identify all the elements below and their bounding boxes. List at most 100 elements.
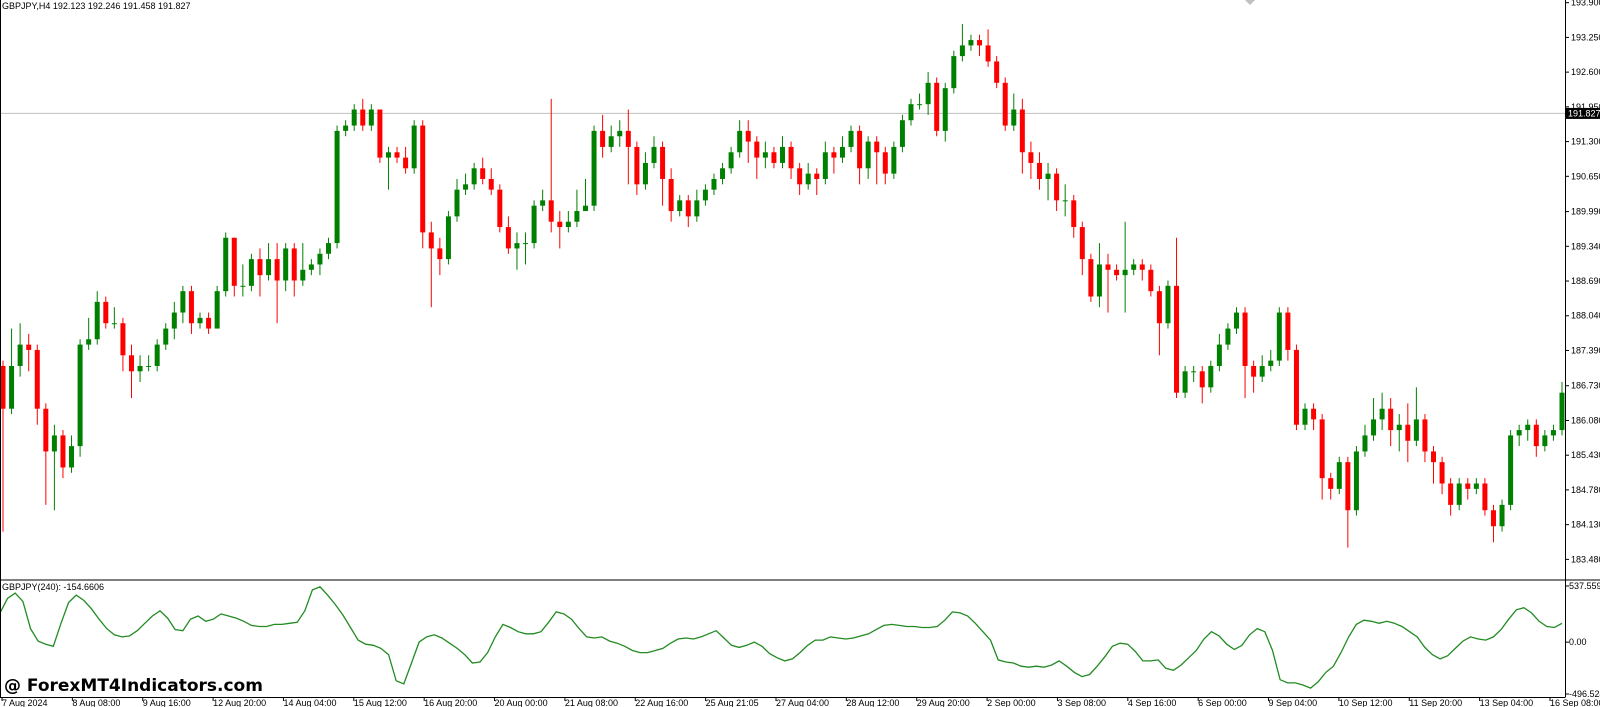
candle-body — [43, 408, 49, 452]
candle — [171, 301, 177, 340]
candle — [1379, 392, 1385, 431]
candle — [574, 189, 580, 228]
candle — [385, 146, 391, 190]
candle — [51, 424, 57, 511]
candle-body — [326, 243, 332, 254]
price-tick-label: 184.780 — [1571, 485, 1600, 495]
candle — [77, 339, 83, 457]
candle-body — [865, 141, 871, 169]
candle — [1285, 307, 1291, 361]
candle — [480, 157, 486, 185]
time-axis: 7 Aug 2024 8 Aug 08:00 9 Aug 16:00 12 Aug 2… — [1, 697, 1600, 707]
price-tick-label: 187.390 — [1571, 345, 1600, 355]
candle — [34, 344, 40, 425]
candle-body — [274, 259, 280, 281]
candle-body — [1516, 430, 1522, 436]
candle-body — [1139, 264, 1145, 270]
candle — [1071, 195, 1077, 238]
candle-body — [1165, 285, 1171, 324]
candle — [1122, 221, 1128, 313]
candle — [745, 120, 751, 163]
candle-body — [488, 178, 494, 190]
candle — [959, 24, 965, 62]
candle-body — [437, 248, 443, 260]
price-tick-label: 183.480 — [1571, 554, 1600, 564]
candle-body — [300, 269, 306, 281]
candle-body — [1088, 259, 1094, 297]
candle-body — [891, 146, 897, 174]
candle-body — [1388, 408, 1394, 431]
indicator-axis: 537.5599 0.00 -496.5247 — [1565, 581, 1600, 699]
price-pane[interactable] — [0, 24, 1565, 548]
price-tick-label: 192.600 — [1571, 67, 1600, 77]
candle-body — [1225, 328, 1231, 345]
candle — [831, 146, 837, 174]
candle — [822, 141, 828, 185]
candle — [454, 178, 460, 222]
candle-body — [1405, 424, 1411, 441]
candle-body — [266, 259, 272, 276]
candle-body — [1465, 483, 1471, 489]
candle — [274, 243, 280, 324]
candle — [1499, 499, 1505, 532]
candle — [505, 216, 511, 254]
candle — [188, 285, 194, 334]
price-tick-label: 186.080 — [1571, 415, 1600, 425]
candle — [154, 339, 160, 372]
candle — [1405, 403, 1411, 463]
candle-body — [1019, 109, 1025, 153]
candle — [428, 221, 434, 308]
candle-body — [1182, 371, 1188, 393]
candle — [1191, 365, 1197, 382]
candle — [368, 104, 374, 131]
candle — [531, 200, 537, 249]
candle — [0, 360, 6, 532]
candle-body — [1293, 349, 1299, 425]
time-tick-label: 16 Sep 08:00 — [1550, 698, 1600, 707]
candle — [1268, 349, 1274, 372]
candle-body — [771, 152, 777, 163]
candle-body — [69, 446, 75, 468]
candle-body — [677, 200, 683, 212]
candle-body — [454, 189, 460, 217]
candle-body — [111, 323, 117, 325]
candle-body — [34, 349, 40, 409]
candle — [1422, 414, 1428, 463]
candle-body — [1302, 408, 1308, 425]
candle — [1036, 152, 1042, 190]
candle — [334, 125, 340, 249]
candle-body — [214, 291, 220, 329]
candle-body — [1174, 285, 1180, 393]
scroll-marker-icon[interactable] — [1245, 0, 1255, 5]
candle — [1353, 446, 1359, 516]
candle — [283, 243, 289, 292]
candle-body — [728, 152, 734, 169]
indicator-pane[interactable] — [0, 586, 1563, 689]
indicator-tick-label: 0.00 — [1569, 637, 1587, 647]
price-tick-label: 184.130 — [1571, 520, 1600, 530]
candle — [514, 232, 520, 270]
candle — [1028, 141, 1034, 179]
candle — [1251, 360, 1257, 393]
candle-body — [248, 259, 254, 286]
candle — [839, 136, 845, 163]
time-tick-label: 6 Sep 00:00 — [1198, 698, 1247, 707]
candle — [43, 403, 49, 505]
candle — [351, 104, 357, 131]
candle-body — [171, 312, 177, 329]
candle-body — [934, 82, 940, 131]
candle — [797, 162, 803, 196]
candle — [1482, 478, 1488, 516]
candle-body — [685, 200, 691, 217]
candle — [1345, 456, 1351, 548]
candle — [394, 146, 400, 163]
candle-body — [523, 243, 529, 245]
candle-body — [308, 264, 314, 270]
candle-body — [1413, 419, 1419, 441]
candle — [111, 307, 117, 329]
candle-body — [317, 253, 323, 265]
indicator-tick-label: -496.5247 — [1569, 689, 1600, 699]
candle — [805, 162, 811, 190]
candle — [1182, 365, 1188, 399]
candle — [908, 98, 914, 126]
